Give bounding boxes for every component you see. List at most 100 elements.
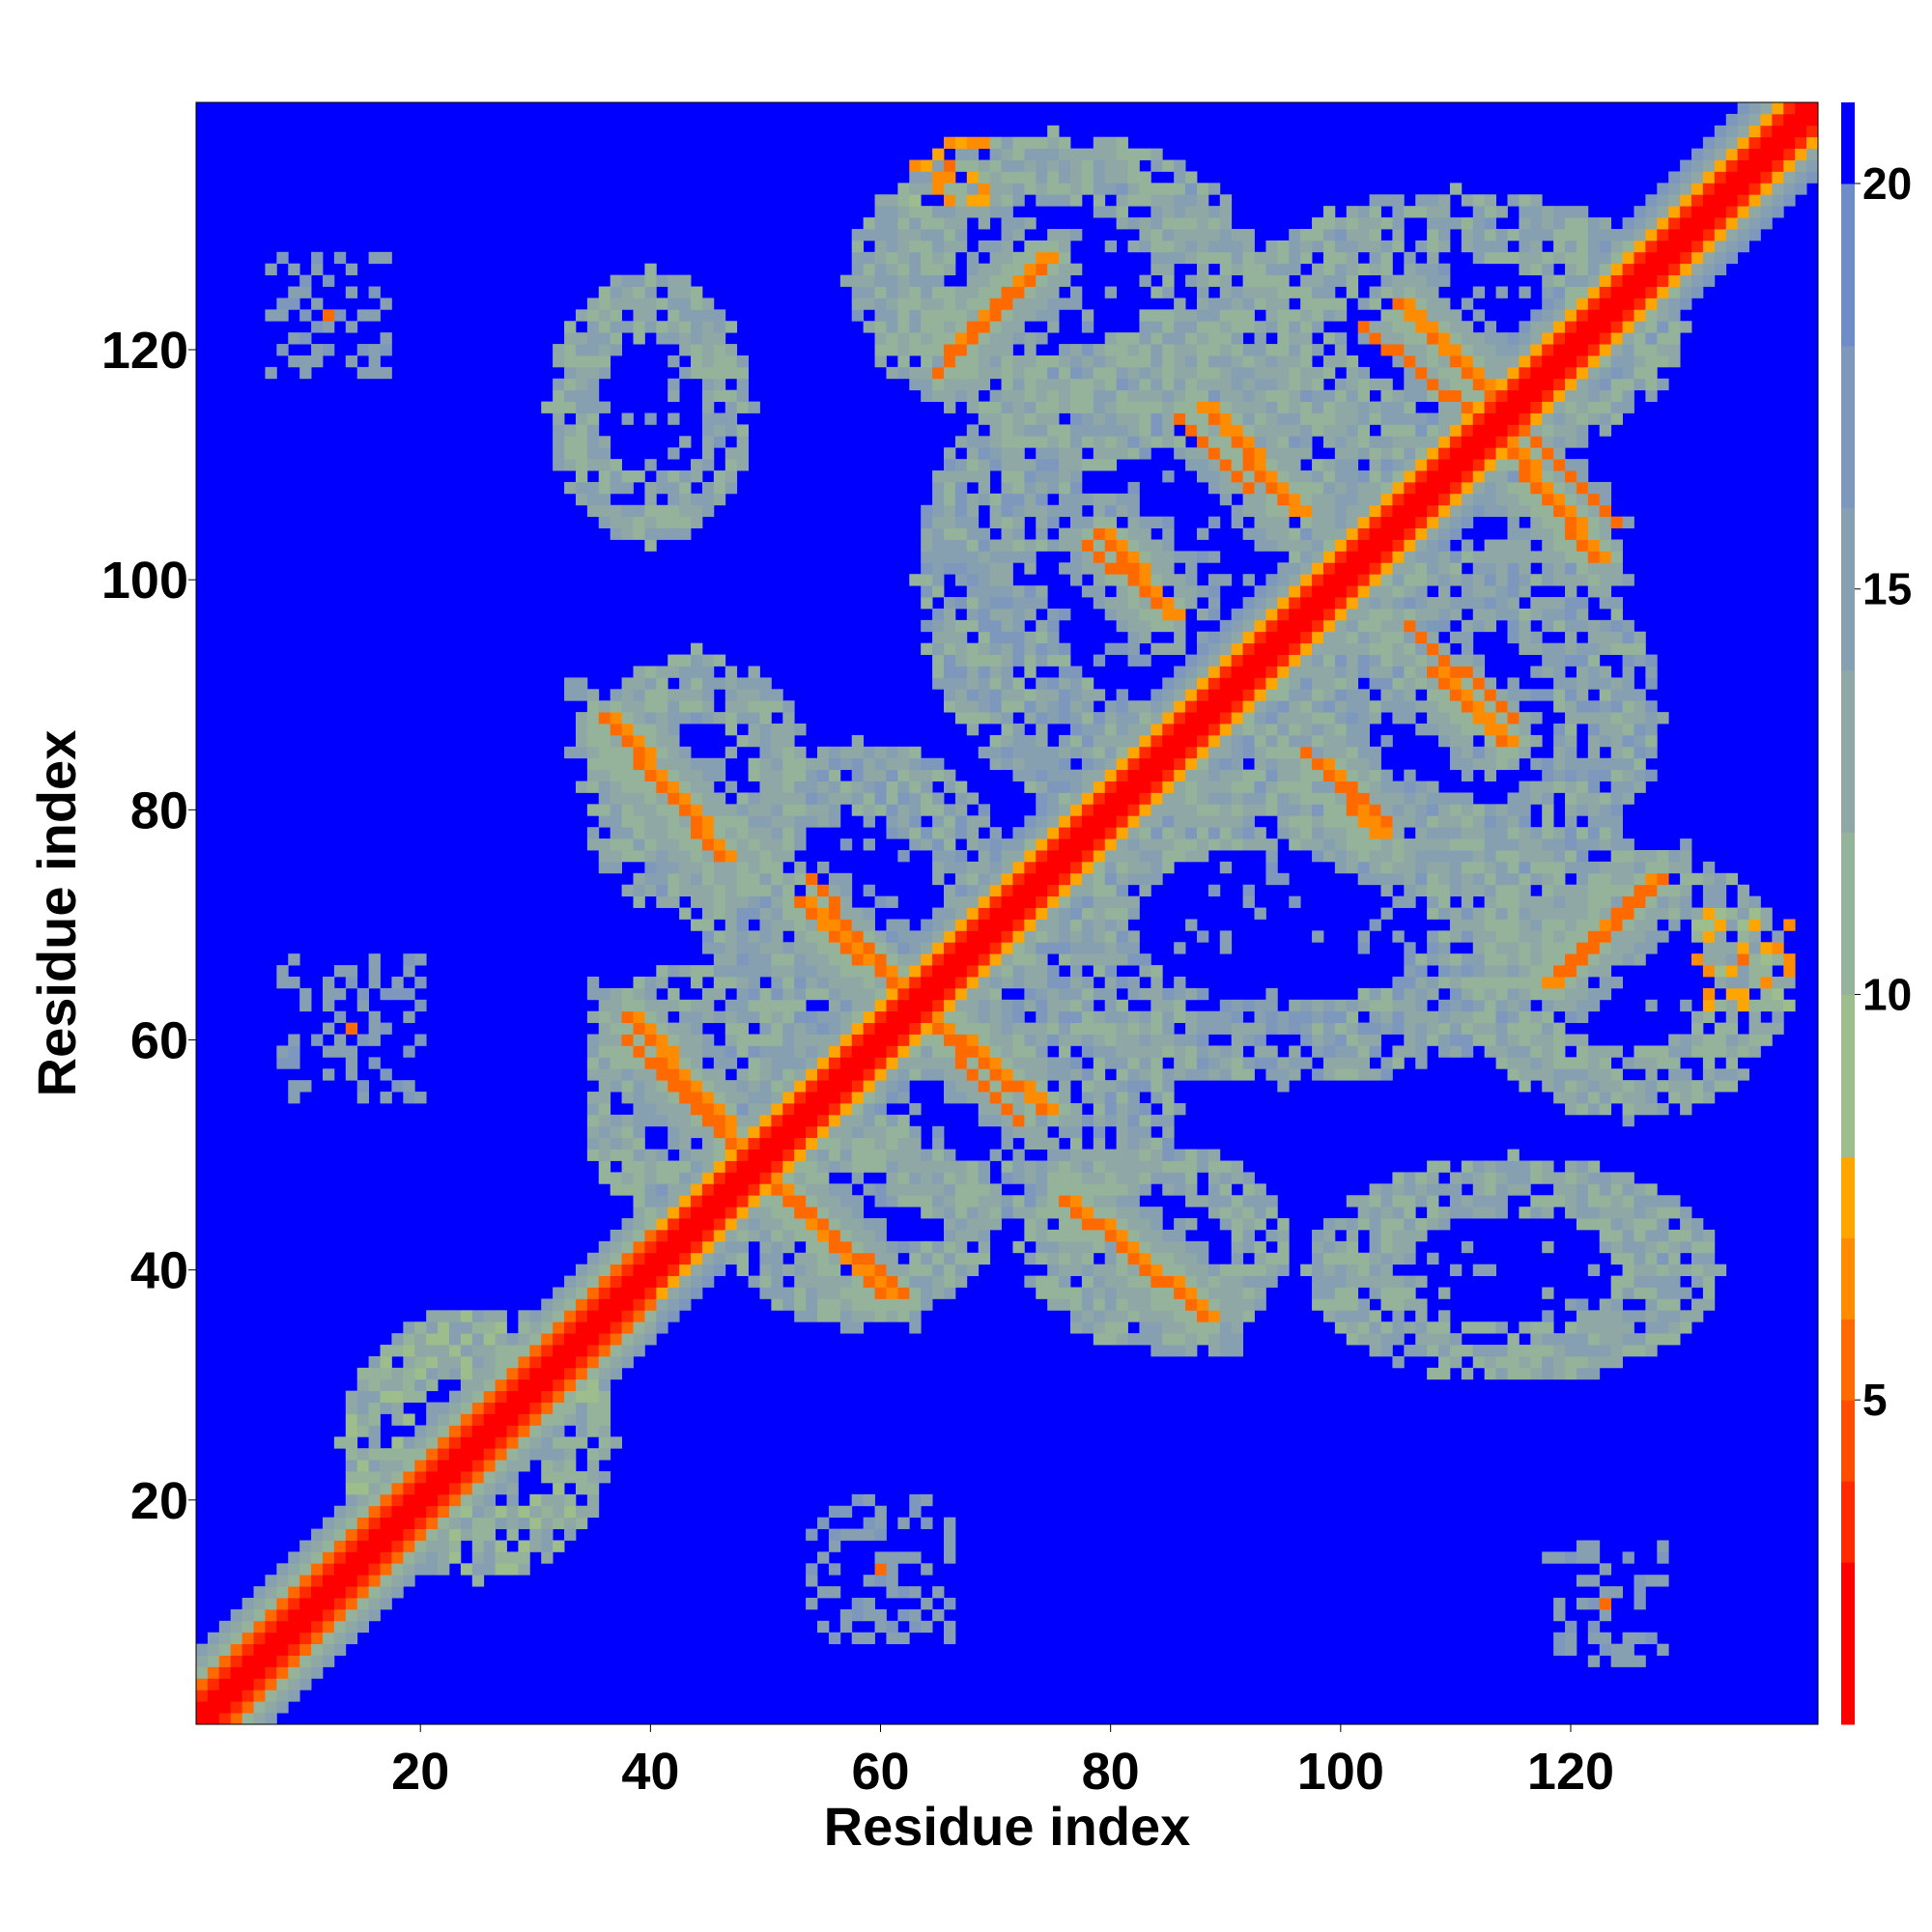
- heatmap-cell: [1242, 344, 1255, 356]
- heatmap-cell: [668, 1207, 680, 1219]
- heatmap-cell: [1059, 228, 1071, 242]
- heatmap-cell: [759, 953, 772, 966]
- heatmap-cell: [1208, 815, 1221, 828]
- heatmap-cell: [644, 804, 657, 816]
- heatmap-cell: [817, 942, 830, 954]
- heatmap-cell: [1254, 436, 1266, 448]
- heatmap-cell: [713, 1010, 726, 1024]
- heatmap-cell: [782, 1183, 795, 1196]
- heatmap-cell: [621, 769, 634, 781]
- heatmap-cell: [230, 1713, 243, 1725]
- heatmap-cell: [1300, 619, 1313, 633]
- heatmap-cell: [460, 1563, 473, 1576]
- heatmap-cell: [679, 792, 692, 805]
- heatmap-cell: [1047, 539, 1060, 552]
- heatmap-cell: [1036, 1229, 1048, 1242]
- heatmap-cell: [1196, 424, 1209, 437]
- heatmap-cell: [863, 1298, 875, 1311]
- heatmap-cell: [1300, 504, 1313, 518]
- heatmap-cell: [954, 1172, 968, 1184]
- heatmap-cell: [817, 1022, 830, 1035]
- heatmap-cell: [656, 872, 668, 886]
- heatmap-cell: [586, 769, 600, 781]
- heatmap-cell: [759, 1137, 772, 1151]
- heatmap-cell: [598, 332, 611, 345]
- heatmap-cell: [621, 850, 634, 863]
- heatmap-cell: [794, 827, 807, 839]
- heatmap-cell: [1277, 700, 1290, 713]
- heatmap-cell: [701, 666, 715, 678]
- heatmap-cell: [668, 987, 680, 1001]
- heatmap-cell: [656, 1218, 668, 1231]
- heatmap-cell: [1289, 332, 1301, 345]
- heatmap-cell: [1069, 551, 1083, 563]
- heatmap-cell: [1081, 1114, 1094, 1127]
- heatmap-cell: [1036, 159, 1048, 172]
- heatmap-cell: [1289, 769, 1301, 781]
- heatmap-cell: [1277, 562, 1290, 575]
- heatmap-cell: [1196, 585, 1209, 598]
- heatmap-cell: [1219, 712, 1233, 724]
- heatmap-cell: [748, 1045, 760, 1058]
- heatmap-cell: [656, 1183, 668, 1196]
- heatmap-cell: [1012, 827, 1025, 839]
- heatmap-cell: [921, 1252, 933, 1265]
- heatmap-cell: [944, 1540, 956, 1552]
- heatmap-cell: [897, 1551, 910, 1564]
- heatmap-cell: [322, 1620, 335, 1634]
- heatmap-cell: [794, 1172, 807, 1184]
- heatmap-cell: [1093, 366, 1106, 380]
- heatmap-cell: [610, 1345, 622, 1357]
- heatmap-cell: [1289, 344, 1301, 356]
- heatmap-cell: [644, 1183, 657, 1196]
- heatmap-cell: [1104, 516, 1118, 528]
- heatmap-cell: [1081, 895, 1094, 908]
- heatmap-cell: [1116, 1252, 1128, 1265]
- heatmap-cell: [1289, 447, 1301, 460]
- heatmap-cell: [1127, 1252, 1140, 1265]
- heatmap-cell: [1231, 666, 1244, 678]
- heatmap-cell: [1289, 574, 1301, 586]
- heatmap-cell: [771, 999, 783, 1012]
- heatmap-cell: [553, 447, 565, 460]
- heatmap-cell: [978, 1207, 991, 1219]
- heatmap-cell: [644, 884, 657, 897]
- heatmap-cell: [1139, 1218, 1151, 1231]
- heatmap-cell: [1185, 1022, 1198, 1035]
- heatmap-cell: [1277, 1229, 1290, 1242]
- heatmap-cell: [598, 757, 611, 771]
- heatmap-cell: [586, 355, 600, 368]
- heatmap-cell: [1208, 608, 1221, 621]
- heatmap-cell: [553, 1321, 565, 1334]
- heatmap-cell: [966, 642, 980, 655]
- heatmap-cell: [644, 1172, 657, 1184]
- heatmap-cell: [656, 804, 668, 816]
- heatmap-cell: [1231, 746, 1244, 759]
- heatmap-cell: [874, 1045, 887, 1058]
- heatmap-cell: [989, 1022, 1002, 1035]
- heatmap-cell: [771, 953, 783, 966]
- heatmap-cell: [1012, 504, 1025, 518]
- heatmap-cell: [1162, 217, 1175, 230]
- heatmap-cell: [541, 1436, 554, 1449]
- heatmap-cell: [1196, 769, 1209, 781]
- heatmap-cell: [932, 987, 945, 1001]
- heatmap-cell: [553, 1390, 565, 1403]
- heatmap-cell: [909, 976, 922, 989]
- heatmap-cell: [1196, 1022, 1209, 1035]
- heatmap-cell: [541, 1505, 554, 1519]
- heatmap-cell: [1069, 1183, 1083, 1196]
- heatmap-cell: [701, 1183, 715, 1196]
- heatmap-cell: [621, 298, 634, 310]
- heatmap-cell: [1047, 1057, 1060, 1069]
- heatmap-cell: [701, 481, 715, 495]
- heatmap-cell: [1162, 1160, 1175, 1173]
- heatmap-cell: [1185, 344, 1198, 356]
- heatmap-cell: [483, 1505, 497, 1519]
- heatmap-cell: [380, 1505, 392, 1519]
- heatmap-cell: [1219, 1218, 1233, 1231]
- heatmap-cell: [322, 1563, 335, 1576]
- heatmap-cell: [828, 1240, 841, 1254]
- heatmap-cell: [621, 884, 634, 897]
- heatmap-cell: [897, 194, 910, 207]
